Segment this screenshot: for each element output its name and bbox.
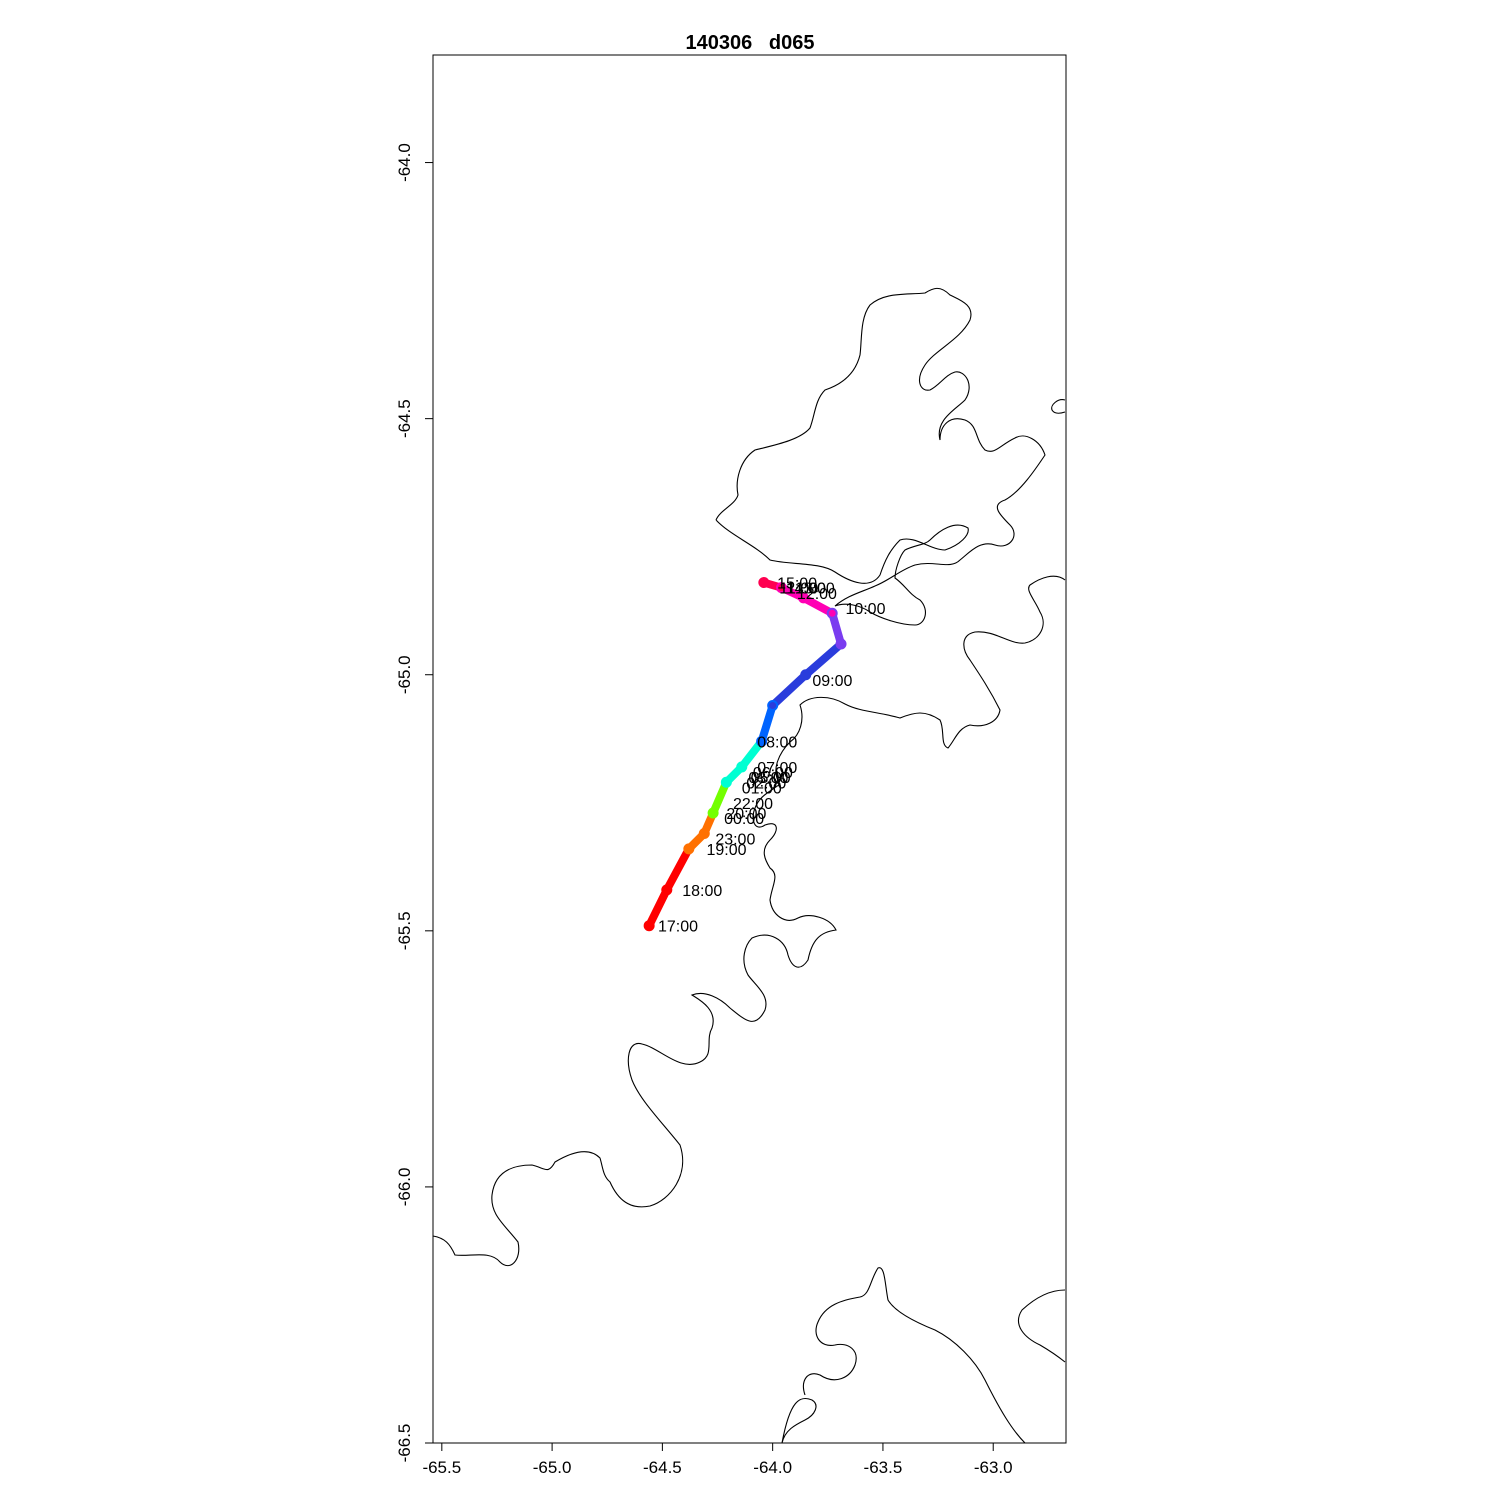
time-label: 19:00 [706, 842, 746, 859]
time-label: 06:00 [753, 765, 793, 782]
time-label: 03:00 [748, 770, 788, 787]
time-label: 10:00 [845, 601, 885, 618]
x-tick-label: -64.5 [643, 1458, 682, 1477]
time-label: 12:00 [797, 586, 837, 603]
time-label: 00:00 [724, 811, 764, 828]
x-tick-label: -65.5 [422, 1458, 461, 1477]
x-axis: -65.5 -65.0 -64.5 -64.0 -63.5 -63.0 [422, 1442, 1013, 1477]
y-axis: -64.0 -64.5 -65.0 -65.5 -66.0 -66.5 [395, 143, 434, 1463]
time-label: 13:00 [795, 581, 835, 598]
track-point [798, 592, 810, 604]
track-point [775, 582, 787, 594]
time-label: 07:00 [757, 760, 797, 777]
y-tick-label: -66.5 [395, 1424, 414, 1463]
track-point [643, 920, 655, 932]
track-segment [662, 844, 693, 894]
track-point [707, 807, 719, 819]
track-segment [768, 670, 810, 710]
coastline-south-peninsula [802, 1267, 1026, 1444]
track-point [683, 843, 695, 855]
time-label: 11:00 [779, 581, 818, 598]
track-segment [801, 640, 846, 679]
time-label: 22:00 [733, 796, 773, 813]
y-tick-label: -66.0 [395, 1168, 414, 1207]
track-point [698, 828, 710, 840]
y-tick-label: -64.0 [395, 143, 414, 182]
coastline-southeast [1017, 1289, 1066, 1363]
plot-frame [432, 54, 1067, 1444]
y-tick-label: -65.0 [395, 655, 414, 694]
ship-track [643, 577, 847, 932]
x-tick-label: -65.0 [533, 1458, 572, 1477]
x-tick-label: -63.5 [864, 1458, 903, 1477]
y-tick-label: -64.5 [395, 399, 414, 438]
time-label: 17:00 [658, 919, 698, 936]
x-tick-label: -63.0 [974, 1458, 1013, 1477]
time-label: 20:00 [726, 806, 766, 823]
time-label: 05:00 [751, 770, 791, 787]
time-label: 15:00 [777, 576, 817, 593]
track-point [720, 776, 732, 788]
time-label: 23:00 [715, 832, 755, 849]
time-label: 14:00 [786, 581, 826, 598]
track-segment [757, 701, 777, 746]
track-segment [645, 885, 671, 930]
track-point [835, 638, 847, 650]
time-label: 08:00 [757, 734, 797, 751]
map-title: 140306 d065 [685, 32, 815, 54]
track-segment [759, 578, 786, 592]
track-point [800, 669, 812, 681]
time-label: 09:00 [812, 673, 852, 690]
track-point [758, 577, 770, 589]
y-tick-label: -65.5 [395, 911, 414, 950]
x-tick-label: -64.0 [753, 1458, 792, 1477]
time-label: 02:00 [746, 775, 786, 792]
coastline-islet-east [1051, 399, 1066, 414]
time-label: 01:00 [742, 780, 782, 797]
coastline-south-inlet [781, 1397, 817, 1444]
track-point [767, 699, 779, 711]
coastline [432, 287, 1066, 1444]
track-point [756, 735, 768, 747]
coastline-main [432, 575, 1066, 1267]
time-label: 18:00 [682, 883, 722, 900]
track-segment [709, 778, 731, 818]
coastline-island-north [715, 287, 1046, 626]
track-point [826, 607, 838, 619]
track-point [736, 761, 748, 773]
track-point [661, 884, 673, 896]
